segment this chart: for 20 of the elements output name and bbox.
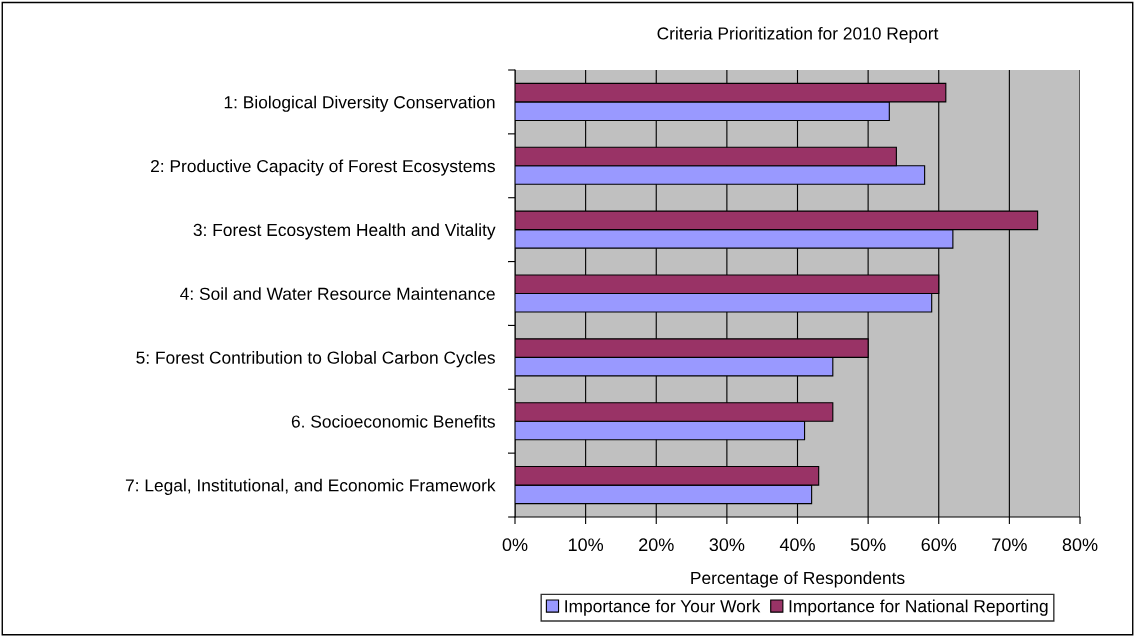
x-tick-label: 0%: [502, 538, 528, 552]
y-tick-label: 4: Soil and Water Resource Maintenance: [180, 287, 495, 300]
chart-title: Criteria Prioritization for 2010 Report: [657, 26, 939, 44]
x-tick-label: 60%: [921, 538, 957, 552]
x-tick-label: 50%: [850, 538, 886, 552]
x-tick-label: 30%: [709, 538, 745, 552]
y-tick-label: 2: Productive Capacity of Forest Ecosystems: [151, 159, 495, 176]
y-tick-label: 3: Forest Ecosystem Health and Vitality: [193, 223, 496, 240]
x-tick-label: 80%: [1062, 538, 1098, 552]
x-axis-title: Percentage of Respondents: [691, 571, 905, 588]
x-tick-label: 10%: [568, 538, 604, 552]
y-tick-label: 1: Biological Diversity Conservation: [224, 95, 495, 112]
y-tick-label: 5: Forest Contribution to Global Carbon Cycles: [136, 351, 495, 368]
x-tick-label: 70%: [992, 538, 1027, 552]
legend-label: Importance for National Reporting: [789, 599, 1048, 616]
y-tick-label: 6. Socioeconomic Benefits: [291, 414, 495, 428]
x-tick-label: 40%: [779, 538, 815, 552]
legend-label: Importance for Your Work: [565, 599, 761, 616]
x-tick-label: 20%: [639, 538, 674, 552]
y-tick-label: 7: Legal, Institutional, and Economic Framework: [125, 478, 496, 495]
